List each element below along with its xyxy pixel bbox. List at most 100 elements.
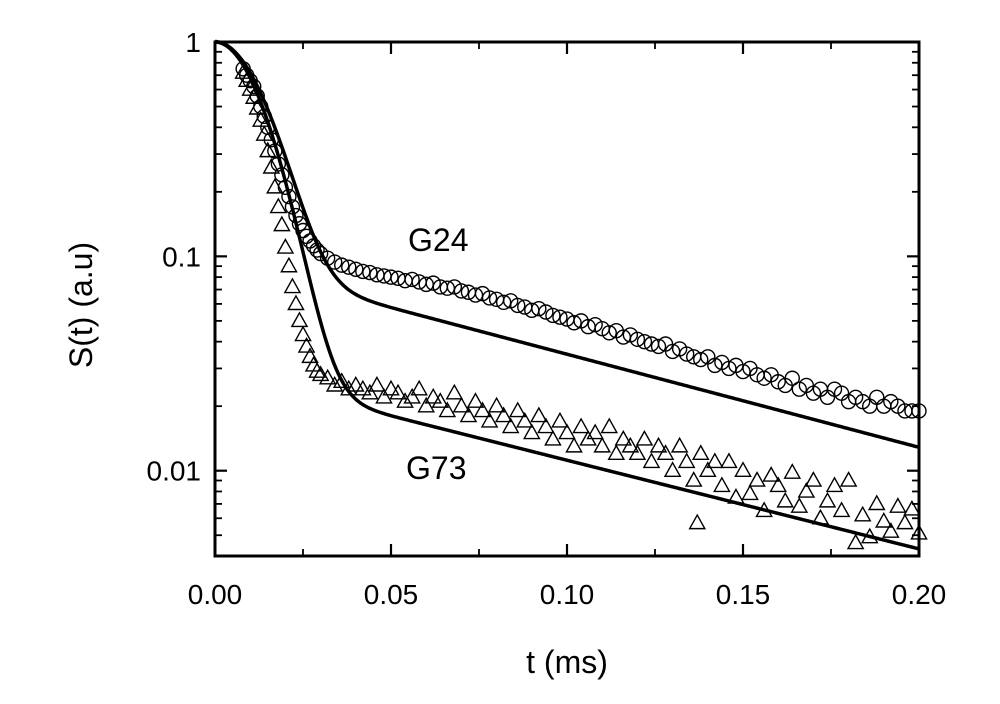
point-g24 — [531, 300, 547, 317]
point-g73 — [318, 368, 337, 385]
point-g73 — [494, 406, 513, 423]
point-g24 — [721, 360, 737, 377]
point-g73 — [290, 311, 309, 328]
point-g73 — [325, 375, 344, 392]
point-g73 — [424, 387, 443, 404]
y-axis-title: S(t) (a.u) — [63, 242, 99, 368]
tick-labels: 0.00 0.05 0.10 0.15 0.20 1 0.1 0.01 — [147, 27, 947, 610]
point-g24 — [735, 363, 751, 380]
x-tick-label: 0.05 — [364, 579, 419, 610]
point-g73 — [628, 444, 647, 461]
point-g73 — [273, 215, 291, 232]
point-g73 — [741, 484, 759, 501]
point-g73 — [684, 471, 703, 487]
point-g24 — [383, 269, 399, 285]
point-g73 — [572, 417, 590, 434]
point-g73 — [656, 444, 675, 461]
point-g73 — [670, 436, 689, 453]
point-g73 — [311, 365, 330, 382]
point-g73 — [308, 362, 326, 378]
y-tick-label: 0.01 — [147, 456, 202, 487]
point-g73 — [663, 461, 682, 478]
point-g73 — [797, 482, 816, 498]
point-g73 — [530, 406, 548, 423]
point-g24 — [601, 325, 617, 341]
point-g73 — [445, 383, 464, 400]
point-g73 — [783, 463, 802, 479]
point-g24 — [636, 333, 653, 350]
point-g73 — [368, 375, 386, 392]
point-g73 — [297, 336, 316, 353]
point-g73 — [276, 238, 295, 254]
point-g73 — [537, 417, 555, 434]
point-g73 — [565, 436, 583, 453]
point-g24 — [495, 294, 512, 311]
point-g73 — [706, 452, 724, 469]
point-g73 — [487, 396, 506, 413]
point-g73 — [600, 417, 619, 434]
point-g73 — [262, 157, 281, 174]
point-g73 — [459, 406, 478, 423]
point-g24 — [348, 261, 364, 278]
point-g73 — [354, 379, 372, 396]
point-g73 — [294, 325, 312, 342]
point-g24 — [756, 370, 772, 386]
point-g73 — [259, 141, 277, 158]
point-g24 — [334, 257, 350, 273]
point-g73 — [431, 392, 450, 408]
point-g24 — [481, 290, 498, 306]
point-g73 — [396, 392, 414, 408]
point-g73 — [389, 383, 407, 400]
point-g73 — [734, 461, 752, 478]
point-g73 — [508, 401, 527, 418]
point-g73 — [825, 476, 844, 493]
series-label-g73: G73 — [406, 450, 466, 486]
point-g73 — [713, 476, 731, 493]
point-g73 — [688, 513, 707, 530]
point-g73 — [867, 494, 886, 511]
point-g24 — [453, 283, 470, 299]
point-g73 — [347, 375, 365, 392]
x-tick-label: 0.00 — [188, 579, 243, 610]
point-g24 — [538, 304, 554, 320]
point-g24 — [362, 264, 378, 281]
point-g73 — [523, 423, 541, 440]
point-g73 — [586, 423, 604, 440]
point-g73 — [691, 444, 710, 461]
point-g24 — [552, 309, 568, 325]
point-g73 — [473, 401, 492, 418]
x-tick-label: 0.15 — [716, 579, 771, 610]
point-g24 — [650, 338, 667, 355]
point-g73 — [699, 461, 717, 478]
point-g73 — [332, 372, 351, 389]
point-g73 — [818, 491, 837, 508]
fit-lines — [214, 39, 920, 551]
point-g73 — [635, 429, 654, 446]
point-g24 — [784, 370, 800, 386]
point-g73 — [266, 177, 284, 194]
point-g24 — [678, 346, 695, 362]
axis-ticks — [213, 40, 921, 556]
point-g73 — [832, 501, 851, 518]
point-g24 — [425, 275, 441, 291]
fit-line-g24 — [214, 39, 920, 450]
point-g73 — [403, 387, 421, 404]
point-g73 — [283, 277, 302, 294]
point-g73 — [762, 466, 780, 482]
point-g73 — [515, 411, 534, 428]
point-g73 — [361, 383, 379, 400]
point-g73 — [748, 471, 766, 487]
point-g73 — [466, 392, 485, 408]
x-tick-label: 0.10 — [540, 579, 595, 610]
point-g24 — [545, 307, 561, 324]
point-g73 — [903, 499, 921, 516]
point-g24 — [510, 297, 526, 314]
point-g24 — [341, 259, 357, 275]
point-g73 — [501, 417, 520, 434]
point-g73 — [593, 436, 611, 453]
point-g73 — [889, 497, 907, 513]
point-g24 — [629, 331, 646, 348]
point-g73 — [558, 423, 576, 440]
point-g73 — [544, 429, 562, 446]
